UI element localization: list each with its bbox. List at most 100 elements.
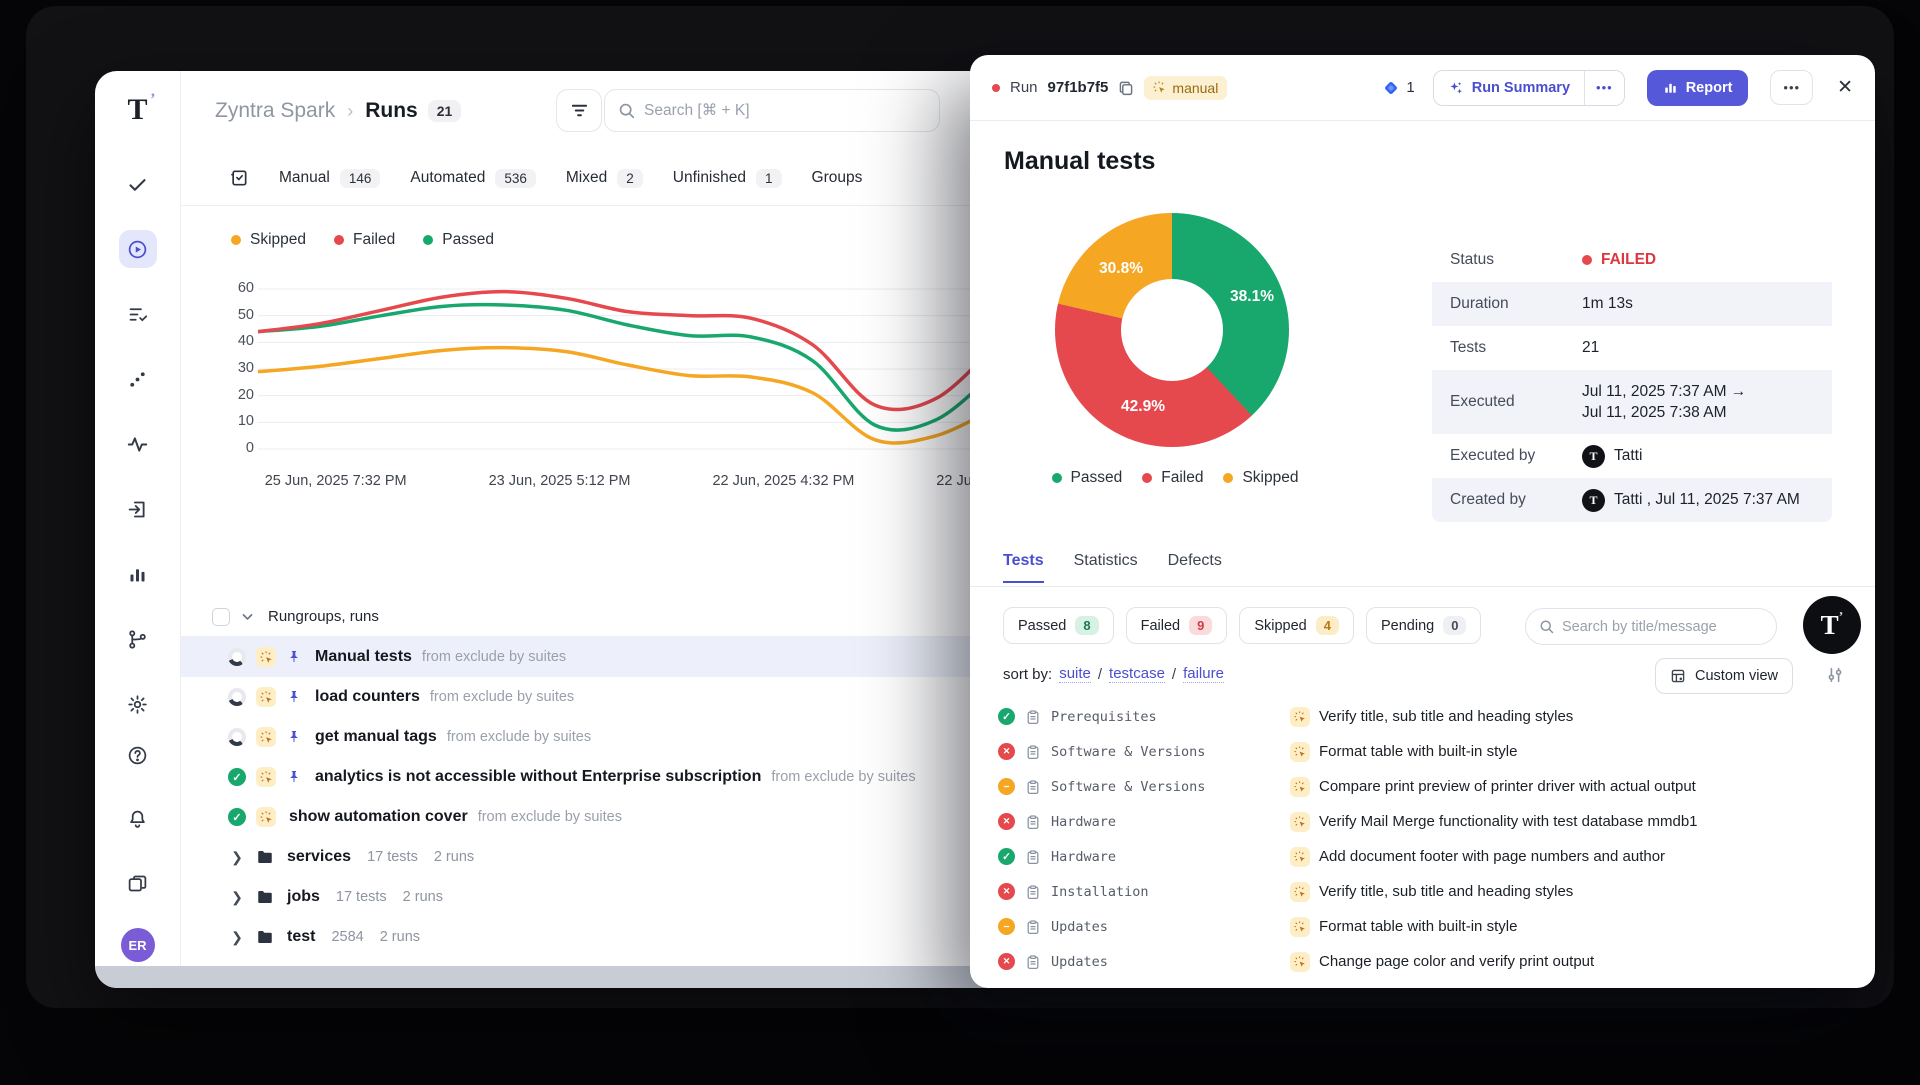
manual-run-icon [256,687,276,707]
status-filter-pill[interactable]: Passed 8 [1003,607,1114,644]
legend-dot-icon [1142,473,1153,483]
close-icon[interactable]: ✕ [1837,77,1853,98]
chevron-right-icon[interactable]: ❯ [231,888,243,905]
copy-run-id-button[interactable] [1118,80,1134,96]
avatar: T [1582,488,1605,512]
run-summary-more-button[interactable]: ••• [1584,70,1624,105]
run-type-tab[interactable]: Unfinished 1 [673,168,782,188]
sidebar-item-projects[interactable] [119,864,157,902]
run-type-tab[interactable]: Manual 146 [279,168,381,188]
global-search [604,89,940,132]
runs-board-icon[interactable] [229,168,249,188]
filter-button[interactable] [556,89,602,132]
run-type-tab[interactable]: Automated 536 [410,168,536,188]
custom-view-button[interactable]: Custom view [1655,658,1793,694]
sidebar-item-test-cases[interactable] [119,295,157,333]
play-circle-icon [127,239,148,260]
clipboard-icon [1025,709,1041,725]
legend-dot-icon [1223,473,1234,483]
test-title: Verify Mail Merge functionality with tes… [1319,813,1698,830]
page-title: Runs [365,99,418,122]
test-title: Compare print preview of printer driver … [1319,778,1696,795]
search-input[interactable] [644,101,926,120]
run-row[interactable]: show automation cover from exclude by su… [181,797,1875,837]
test-suite-name: Software & Versions [1051,778,1206,795]
run-type-tabs: Manual 146 Automated 536 Mixed 2 Un [229,159,862,197]
sidebar-item-pulse[interactable] [119,425,157,463]
panel-tab[interactable]: Defects [1167,552,1222,569]
panel-tab[interactable]: Tests [1003,552,1044,583]
test-row[interactable]: Installation Verify title, sub title and… [970,874,1875,909]
run-status-dot-icon [992,83,1000,92]
run-subtitle: from exclude by suites [429,689,575,705]
run-row[interactable]: get manual tags from exclude by suites ❯ [181,717,1875,757]
test-title: Add document footer with page numbers an… [1319,848,1666,865]
run-row[interactable]: load counters from exclude by suites ❯ [181,677,1875,717]
status-filter-pill[interactable]: Skipped 4 [1239,607,1354,644]
panel-tab[interactable]: Statistics [1073,552,1138,569]
legend-dot-icon [334,235,345,245]
tests-search [1525,608,1777,645]
run-status-icon [228,808,246,826]
run-label: Run [1010,79,1038,96]
test-row[interactable]: Software & Versions Compare print previe… [970,769,1875,804]
test-title: Verify title, sub title and heading styl… [1319,883,1574,900]
run-type-tab[interactable]: Groups [812,169,863,188]
tests-search-input[interactable] [1562,618,1763,635]
run-title: show automation cover [289,808,468,825]
select-all-checkbox[interactable] [212,607,230,626]
pin-icon [286,649,302,665]
run-summary-button[interactable]: Run Summary [1433,70,1585,105]
sidebar-item-analytics[interactable] [119,555,157,593]
run-row[interactable]: analytics is not accessible without Ente… [181,757,1875,797]
test-row[interactable]: Updates Change page color and verify pri… [970,944,1875,979]
run-row[interactable]: ❯ test 2584 2 runs [181,917,1875,957]
sort-by-failure-link[interactable]: failure [1183,665,1224,683]
sidebar-item-help[interactable] [119,736,157,774]
status-filter-pills: Passed 8 Failed 9 Skipped 4 Pending 0 [1003,607,1482,644]
manual-test-icon [1290,811,1310,832]
sidebar-item-notifications[interactable] [119,800,157,838]
test-row[interactable]: Software & Versions Format table with bu… [970,734,1875,769]
sidebar-item-settings[interactable] [119,685,157,723]
sparkles-icon [1448,80,1464,96]
test-row[interactable]: Hardware Add document footer with page n… [970,839,1875,874]
test-row[interactable]: Prerequisites Verify title, sub title an… [970,699,1875,734]
status-filter-pill[interactable]: Pending 0 [1365,607,1482,644]
status-filter-pill[interactable]: Failed 9 [1125,607,1228,644]
support-launcher-button[interactable]: T [1803,596,1861,654]
manual-test-icon [1290,881,1310,902]
breadcrumb-project[interactable]: Zyntra Spark [215,99,336,122]
sliders-icon[interactable] [1826,666,1844,684]
folder-runs-count: 2 runs [379,929,421,945]
run-status-icon [228,648,246,666]
panel-header: Run 97f1b7f5 manual 1 Run Summary ••• Re… [970,55,1875,121]
test-suite-name: Hardware [1051,813,1117,830]
sidebar-item-steps[interactable] [119,360,157,398]
panel-more-button[interactable]: ••• [1770,70,1814,105]
report-chart-icon [1663,80,1678,95]
jira-count: 1 [1406,79,1415,96]
test-row[interactable]: Updates Format table with built-in style [970,909,1875,944]
branch-icon [127,629,148,650]
user-avatar[interactable]: ER [120,928,155,962]
sort-by-testcase-link[interactable]: testcase [1109,665,1165,683]
chevron-down-icon[interactable] [241,610,254,623]
jira-issues[interactable]: 1 [1382,79,1415,97]
sidebar-item-runs[interactable] [118,230,157,268]
chevron-right-icon[interactable]: ❯ [231,848,243,865]
run-type-tab[interactable]: Mixed 2 [566,168,643,188]
report-button[interactable]: Report [1646,69,1749,106]
custom-view-icon [1670,668,1686,684]
status-row-value: Jul 11, 2025 7:37 AM → Jul 11, 2025 7:38… [1582,382,1747,421]
sidebar-item-import[interactable] [119,490,157,528]
test-status-icon [998,778,1015,795]
chevron-right-icon[interactable]: ❯ [231,928,243,945]
filter-count-badge: 4 [1315,616,1339,635]
run-row[interactable]: ❯ services 17 tests 2 runs [181,837,1875,877]
test-row[interactable]: Hardware Verify Mail Merge functionality… [970,804,1875,839]
sidebar-item-tasks[interactable] [119,165,157,203]
sidebar-item-branches[interactable] [119,620,157,658]
sort-by-suite-link[interactable]: suite [1059,665,1091,683]
run-row[interactable]: ❯ jobs 17 tests 2 runs [181,877,1875,917]
